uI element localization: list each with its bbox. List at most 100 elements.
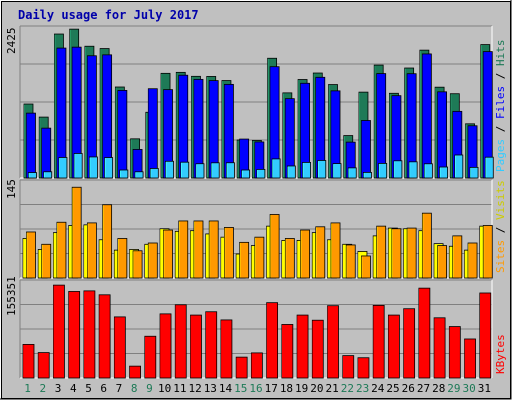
pages-bar: [180, 161, 190, 179]
day-label: 7: [116, 382, 123, 395]
sites-bar: [178, 220, 189, 279]
kbytes-bar: [266, 302, 279, 379]
day-label: 15: [234, 382, 247, 395]
pages-bar: [332, 163, 342, 179]
day-label: 22: [341, 382, 354, 395]
pages-bar: [363, 171, 372, 179]
pages-bar: [393, 160, 403, 179]
sites-legend-label: Sites: [494, 240, 507, 273]
day-label: 2: [40, 382, 47, 395]
day-label: 14: [219, 382, 233, 395]
panel3-max-label: 155351: [5, 276, 18, 316]
pages-bar: [256, 168, 266, 179]
pages-bar: [58, 157, 68, 179]
pages-bar: [408, 161, 418, 179]
sites-bar: [117, 238, 128, 279]
day-label: 31: [478, 382, 491, 395]
pages-legend-label: Pages: [494, 139, 507, 172]
panel1-axis-label: Pages / Files / Hits: [494, 40, 507, 173]
sites-bar: [345, 244, 356, 279]
sites-bar: [376, 225, 387, 279]
pages-bar: [89, 156, 98, 179]
sites-bar: [147, 242, 158, 279]
day-label: 1: [24, 382, 31, 395]
pages-bar: [469, 166, 479, 179]
sites-bar: [208, 220, 219, 279]
visits-sites-panel: [19, 179, 493, 279]
visits-legend-label: Visits: [494, 180, 507, 220]
kbytes-bar: [403, 308, 416, 379]
panel1-max-label: 2425: [5, 28, 18, 55]
day-label: 27: [417, 382, 430, 395]
kbytes-bar: [464, 338, 476, 379]
day-label: 30: [463, 382, 476, 395]
pages-bar: [484, 156, 494, 179]
files-bar: [147, 88, 158, 179]
files-bar: [421, 53, 432, 179]
files-bar: [26, 112, 36, 179]
sites-bar: [361, 255, 371, 279]
sites-bar: [330, 222, 341, 279]
sites-bar: [41, 243, 52, 279]
day-label: 4: [70, 382, 77, 395]
kbytes-bar: [113, 316, 126, 379]
kbytes-bar: [327, 305, 339, 379]
kbytes-bar: [448, 326, 461, 379]
day-label: 5: [85, 382, 92, 395]
pages-bar: [454, 154, 464, 179]
pages-bar: [347, 167, 357, 179]
day-label: 26: [402, 382, 415, 395]
pages-bar: [119, 169, 129, 179]
sites-bar: [163, 229, 173, 279]
panel3-axis-label: KBytes: [494, 334, 507, 374]
kbytes-bar: [372, 304, 385, 379]
pages-bar: [317, 160, 327, 179]
sites-bar: [300, 229, 310, 279]
files-bar: [193, 78, 204, 179]
kbytes-bar: [250, 352, 263, 379]
day-label: 29: [447, 382, 460, 395]
pages-bar: [378, 163, 388, 179]
sites-bar: [102, 204, 113, 279]
pages-bar: [439, 166, 448, 179]
kbytes-panel: [19, 279, 493, 379]
day-label: 24: [371, 382, 385, 395]
sites-bar: [132, 250, 143, 279]
pages-bar: [241, 169, 251, 179]
chart-title: Daily usage for July 2017: [18, 8, 199, 22]
kbytes-bar: [22, 344, 35, 379]
day-label: 20: [310, 382, 323, 395]
kbytes-bar: [98, 294, 111, 379]
sites-bar: [437, 245, 447, 279]
sites-bar: [56, 221, 67, 279]
kbytes-bar: [220, 319, 233, 379]
day-label: 3: [55, 382, 62, 395]
pages-bar: [165, 160, 174, 179]
kbytes-bar: [388, 314, 400, 379]
day-label: 12: [188, 382, 201, 395]
sites-bar: [193, 220, 204, 279]
day-label: 28: [432, 382, 445, 395]
hits-files-pages-panel: [19, 25, 494, 179]
sites-bar: [284, 238, 295, 279]
sites-bar: [224, 227, 234, 279]
kbytes-bar: [479, 292, 492, 379]
kbytes-bar: [159, 313, 172, 379]
kbytes-bar: [281, 324, 294, 379]
files-bar: [437, 91, 447, 179]
sites-bar: [391, 228, 402, 279]
day-labels: 1 2 3 4 5 6 7 8 9 10 11 12 13 14 15 16 17 18 19 20 21 22 23 24 2…: [24, 382, 491, 395]
pages-bar: [73, 153, 83, 179]
kbytes-bar: [342, 355, 355, 379]
day-label: 19: [295, 382, 308, 395]
day-label: 23: [356, 382, 369, 395]
hits-legend-label: Hits: [494, 40, 507, 67]
kbytes-bar: [129, 365, 141, 379]
kbytes-bar: [433, 317, 446, 379]
panel2-axis-label: Sites / Visits: [494, 180, 507, 273]
kbytes-bar: [68, 291, 81, 379]
day-label: 9: [146, 382, 153, 395]
files-bar: [376, 73, 387, 179]
